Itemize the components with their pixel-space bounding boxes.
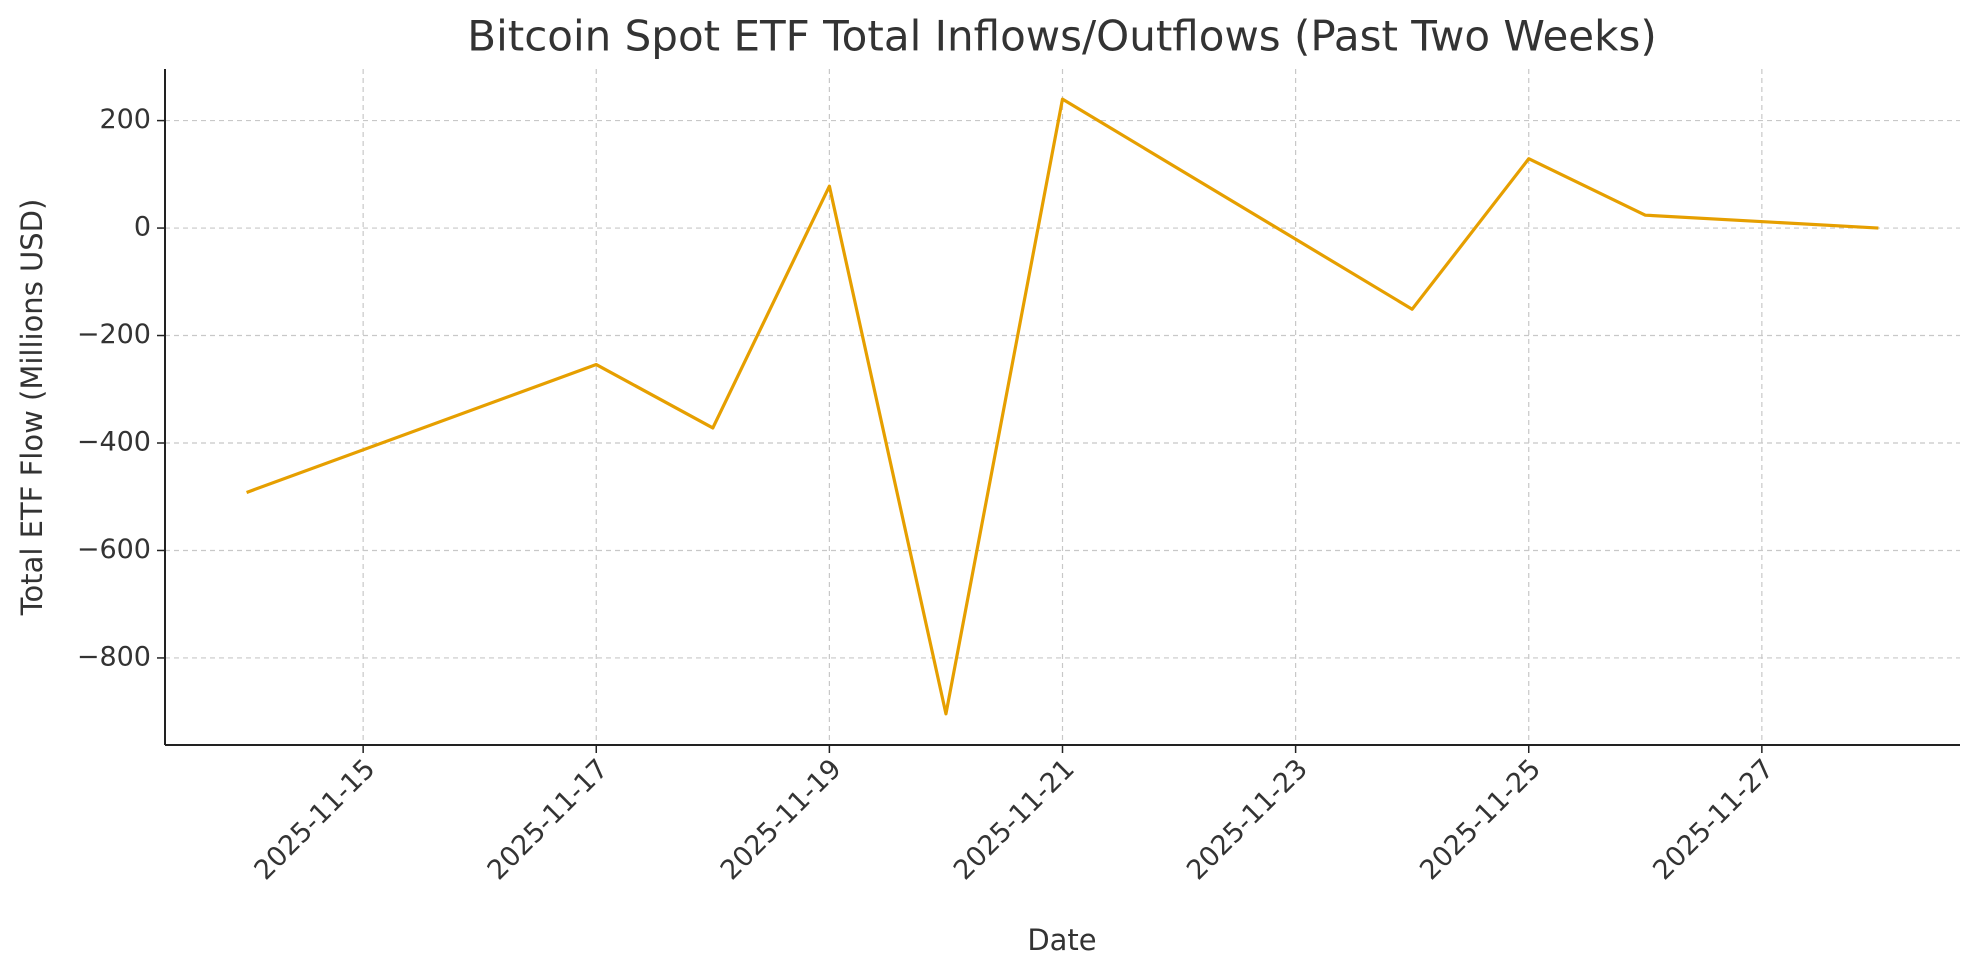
x-tick-label: 2025-11-23 <box>1181 753 1314 886</box>
chart-title: Bitcoin Spot ETF Total Inflows/Outflows … <box>467 12 1656 61</box>
x-tick-label: 2025-11-27 <box>1647 753 1780 886</box>
y-axis-label: Total ETF Flow (Millions USD) <box>15 199 49 617</box>
x-tick-label: 2025-11-19 <box>715 753 848 886</box>
y-tick-label: −600 <box>77 534 151 565</box>
data-line <box>246 97 1879 716</box>
x-tick-label: 2025-11-25 <box>1414 753 1547 886</box>
y-tick-label: −400 <box>77 427 151 458</box>
y-tick-label: −200 <box>77 319 151 350</box>
y-tick-label: 200 <box>99 104 151 135</box>
x-axis-label: Date <box>1027 923 1096 957</box>
x-tick-label: 2025-11-15 <box>249 753 382 886</box>
y-tick-label: 0 <box>134 212 151 243</box>
x-tick-label: 2025-11-21 <box>948 753 1081 886</box>
x-tick-label: 2025-11-17 <box>482 753 615 886</box>
y-tick-label: −800 <box>77 641 151 672</box>
